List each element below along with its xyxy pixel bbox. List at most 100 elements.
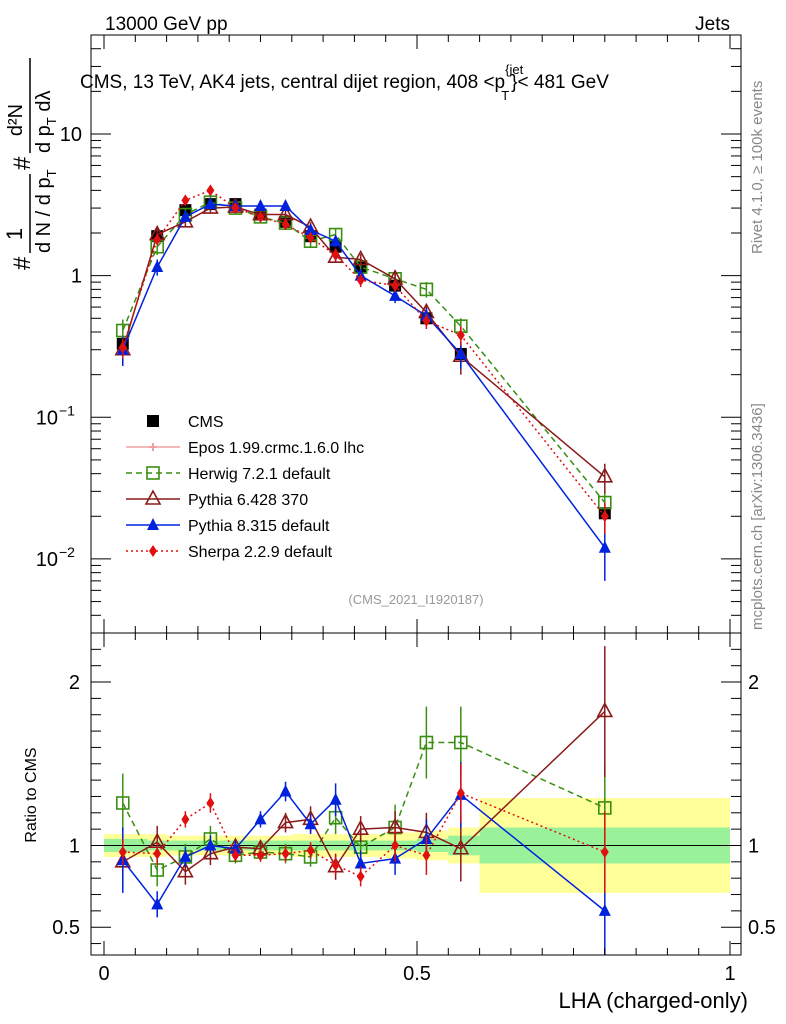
- point-sherpa: [422, 314, 431, 327]
- ylabel-den2-tail: dλ: [33, 91, 55, 118]
- header-left: 13000 GeV pp: [105, 14, 228, 35]
- chart-title-tail: }< 481 GeV: [511, 72, 609, 93]
- point-pythia-6: [352, 249, 369, 266]
- legend-label-epos: Epos 1.99.crmc.1.6.0 lhc: [188, 440, 364, 457]
- main-plot-content: [114, 184, 614, 581]
- ratio-line-herwig: [122, 741, 606, 871]
- ylabel-den-2: d pT dλ: [33, 91, 59, 153]
- ratio-point-pythia-6: [277, 812, 294, 829]
- point-sherpa: [118, 341, 127, 354]
- ylabel-den2-sub: T: [44, 117, 59, 125]
- ratio-series-sherpa: [118, 763, 609, 893]
- y-tick-label: 10: [60, 124, 82, 146]
- ratio-y-tick-label: 1: [69, 835, 80, 857]
- ratio-ylabel: Ratio to CMS: [23, 747, 40, 842]
- ratio-point-pythia-8: [329, 792, 342, 805]
- legend-marker-pythia-8: [147, 518, 159, 530]
- main-ylabel: # 1 d N / d pT # d²N d pT dλ: [2, 58, 59, 270]
- series-line-pythia-8: [122, 203, 606, 549]
- point-pythia-6: [596, 467, 614, 483]
- point-herwig: [419, 282, 434, 297]
- point-pythia-8: [151, 260, 164, 273]
- legend-label-herwig: Herwig 7.2.1 default: [188, 466, 331, 483]
- chart-title-main: CMS, 13 TeV, AK4 jets, central dijet reg…: [80, 72, 505, 93]
- legend-label-sherpa: Sherpa 2.2.9 default: [188, 544, 333, 561]
- ylabel-den2-text: d p: [33, 125, 55, 153]
- ratio-point-pythia-6: [352, 819, 369, 835]
- point-pythia-8: [598, 540, 611, 553]
- rivet-label: Rivet 4.1.0, ≥ 100k events: [749, 81, 766, 254]
- ratio-point-sherpa: [422, 849, 431, 862]
- x-tick-label: 0.5: [403, 963, 431, 985]
- ratio-point-pythia-6: [452, 839, 470, 855]
- analysis-tag: (CMS_2021_I1920187): [348, 592, 483, 607]
- y-tick-label: 10: [36, 549, 58, 571]
- ratio-point-sherpa: [331, 859, 340, 872]
- series-line-sherpa: [122, 189, 606, 517]
- ratio-point-pythia-8: [151, 897, 164, 910]
- point-sherpa: [181, 194, 190, 207]
- ratio-point-pythia-6: [596, 701, 614, 718]
- ratio-point-pythia-8: [279, 784, 292, 797]
- ratio-plot-content: [91, 646, 741, 955]
- ratio-y-tick-label: 2: [69, 672, 80, 694]
- legend-label-cms: CMS: [188, 414, 224, 431]
- ratio-point-pythia-8: [179, 849, 192, 862]
- ratio-point-pythia-8: [304, 817, 317, 830]
- chart-title-sup: {jet: [505, 62, 523, 77]
- point-sherpa: [331, 248, 340, 261]
- ratio-line-pythia-8: [122, 790, 606, 912]
- legend-marker-sherpa: [149, 545, 157, 557]
- legend: CMS Epos 1.99.crmc.1.6.0 lhc Herwig 7.2.1 …: [126, 414, 364, 561]
- point-sherpa: [206, 184, 215, 197]
- point-sherpa: [306, 231, 315, 244]
- ratio-point-sherpa: [356, 870, 365, 883]
- point-sherpa: [600, 510, 609, 523]
- legend-label-pythia-6: Pythia 6.428 370: [188, 492, 308, 509]
- ratio-point-pythia-6: [202, 843, 219, 860]
- ratio-point-sherpa: [181, 813, 190, 826]
- ratio-y-tick-label-right: 1: [748, 835, 759, 857]
- ratio-point-pythia-8: [204, 838, 217, 851]
- ratio-point-sherpa: [281, 847, 290, 860]
- ylabel-den-text: d N / d p: [33, 177, 55, 253]
- chart-title: CMS, 13 TeV, AK4 jets, central dijet reg…: [80, 62, 609, 103]
- x-tick-label: 0: [98, 963, 109, 985]
- ratio-point-sherpa: [306, 844, 315, 857]
- ratio-point-sherpa: [456, 787, 465, 800]
- ratio-point-sherpa: [118, 846, 127, 859]
- y-tick-label: 10: [36, 407, 58, 429]
- ylabel-hash-2: #: [9, 156, 36, 170]
- ratio-point-pythia-8: [354, 856, 367, 869]
- ylabel-num: 1: [2, 228, 27, 240]
- point-sherpa: [153, 233, 162, 246]
- ratio-point-pythia-8: [254, 812, 267, 825]
- point-pythia-8: [179, 209, 192, 222]
- ratio-point-pythia-6: [177, 861, 194, 878]
- point-sherpa: [391, 279, 400, 292]
- legend-marker-pythia-6: [144, 489, 162, 505]
- legend-marker-epos: [149, 443, 157, 451]
- ratio-point-pythia-8: [598, 903, 611, 916]
- point-sherpa: [281, 218, 290, 231]
- ratio-frame: [90, 632, 742, 956]
- ylabel-num-2: d²N: [5, 104, 27, 136]
- ratio-axes: 0 0.5 1 2 2 1 1 0.5 0.5: [52, 633, 776, 985]
- x-axis-label: LHA (charged-only): [558, 988, 748, 1013]
- ratio-y-tick-label-right: 0.5: [748, 917, 776, 939]
- ratio-point-herwig: [419, 735, 434, 750]
- point-sherpa: [456, 329, 465, 342]
- ratio-point-herwig: [454, 735, 468, 750]
- point-pythia-8: [454, 346, 467, 359]
- point-pythia-8: [279, 199, 292, 212]
- ratio-point-sherpa: [391, 839, 400, 852]
- ratio-line-pythia-6: [122, 710, 606, 873]
- series-line-pythia-6: [122, 206, 606, 478]
- point-sherpa: [356, 274, 365, 287]
- point-pythia-8: [204, 197, 217, 210]
- legend-marker-cms: [147, 415, 159, 427]
- chart-title-sub: T: [501, 88, 509, 103]
